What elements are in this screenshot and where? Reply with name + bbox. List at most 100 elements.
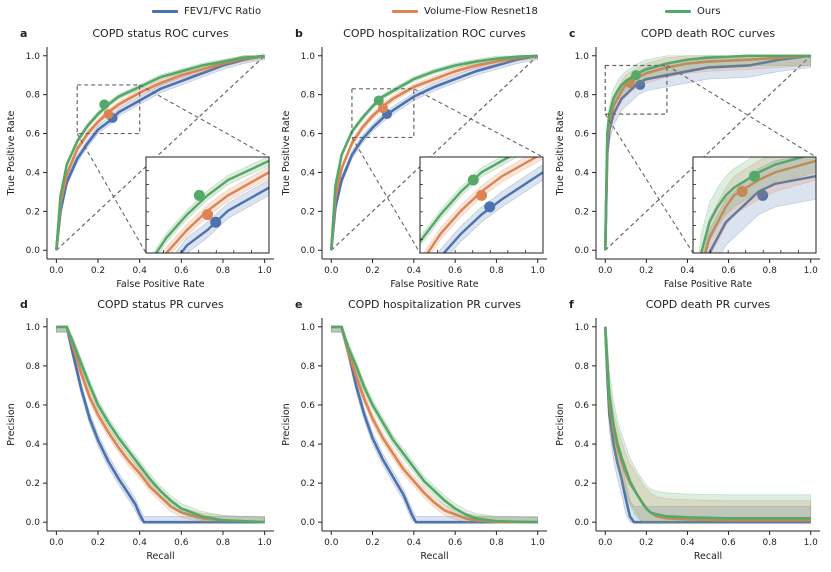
y-tick-label: 1.0 <box>26 52 41 62</box>
inset-point-volume-flow-resnet18 <box>736 186 748 198</box>
y-tick-label: 0.0 <box>575 246 590 256</box>
x-tick-label: 0.4 <box>680 538 695 548</box>
inset-frame <box>419 156 544 254</box>
y-tick-label: 0.4 <box>575 440 590 450</box>
panel-letter: b <box>295 27 303 40</box>
y-tick-label: 0.8 <box>301 91 316 101</box>
series-line-volume-flow-resnet18 <box>329 54 538 251</box>
operating-point-ours <box>631 70 642 81</box>
y-tick-label: 0.2 <box>575 479 589 489</box>
panel-a: a COPD status ROC curves 0.0 0.2 0.4 0.6 0.8 1.… <box>6 27 274 290</box>
inset-line-ours <box>154 159 269 253</box>
y-tick-label: 0.8 <box>575 362 590 372</box>
zoom-connector <box>139 84 270 158</box>
x-tick-label: 0.2 <box>365 266 379 276</box>
band-ours <box>330 326 539 523</box>
x-axis-label: False Positive Rate <box>390 279 478 290</box>
x-axis-label: False Positive Rate <box>664 279 752 290</box>
legend-swatch <box>152 10 178 13</box>
zoom-box <box>604 64 668 115</box>
y-axis-label: True Positive Rate <box>281 111 292 197</box>
y-axis-label: True Positive Rate <box>555 111 566 197</box>
y-axis-label: True Positive Rate <box>6 111 17 197</box>
legend-label: Volume-Flow Resnet18 <box>424 6 538 17</box>
y-tick-label: 0.0 <box>301 518 316 528</box>
legend-item-fev1: FEV1/FVC Ratio <box>152 6 261 17</box>
x-tick-label: 0.2 <box>91 266 105 276</box>
zoom-inset <box>692 156 817 254</box>
y-tick-label: 0.2 <box>301 207 315 217</box>
y-tick-label: 1.0 <box>301 52 316 62</box>
x-axis-label: False Positive Rate <box>116 279 204 290</box>
operating-point-volume-flow-resnet18 <box>103 109 114 120</box>
x-tick-label: 0.8 <box>762 538 777 548</box>
y-tick-label: 0.4 <box>301 440 316 450</box>
y-tick-label: 0.4 <box>575 168 590 178</box>
series-line-fev1-fvc-ratio <box>603 54 811 251</box>
y-tick-label: 0.6 <box>575 130 590 140</box>
inset-line-volume-flow-resnet18 <box>426 157 539 253</box>
x-tick-label: 0.0 <box>324 538 339 548</box>
chart-title: COPD death PR curves <box>646 298 771 311</box>
y-tick-label: 0.6 <box>301 401 316 411</box>
legend-label: Ours <box>697 6 721 17</box>
legend-item-resnet: Volume-Flow Resnet18 <box>392 6 538 17</box>
inset-point-volume-flow-resnet18 <box>476 189 487 201</box>
panel-f: f COPD death PR curves 0.0 0.2 0.4 0.6 0.8 1.0 0… <box>555 298 820 562</box>
inset-frame <box>145 156 270 254</box>
panel-letter: d <box>20 298 28 311</box>
x-axis-label: Recall <box>694 551 722 562</box>
zoom-connector <box>351 137 421 254</box>
chart-title: COPD status PR curves <box>97 298 224 311</box>
operating-point-ours <box>373 95 384 106</box>
inset-line-fev1-fvc-ratio <box>708 174 816 253</box>
series-line-volume-flow-resnet18 <box>331 325 538 524</box>
x-tick-label: 0.6 <box>448 538 463 548</box>
chance-line <box>55 55 266 251</box>
x-tick-label: 0.6 <box>721 266 736 276</box>
chart-title: COPD death ROC curves <box>641 27 776 40</box>
zoom-connector <box>604 113 694 254</box>
inset-line-fev1-fvc-ratio <box>179 186 269 253</box>
y-tick-label: 0.8 <box>301 362 316 372</box>
inset-point-fev1-fvc-ratio <box>757 189 769 201</box>
x-tick-label: 1.0 <box>531 266 546 276</box>
chart-title: COPD hospitalization ROC curves <box>343 27 526 40</box>
x-tick-label: 0.6 <box>174 538 189 548</box>
zoom-inset <box>145 156 270 254</box>
band-fev1-fvc-ratio <box>56 55 265 251</box>
inset-band-ours <box>698 157 816 253</box>
band-fev1-fvc-ratio <box>604 55 812 251</box>
x-tick-label: 0.0 <box>598 266 613 276</box>
y-tick-label: 0.6 <box>301 130 316 140</box>
x-tick-label: 0.8 <box>762 266 777 276</box>
band-volume-flow-resnet18 <box>604 326 812 523</box>
band-volume-flow-resnet18 <box>56 55 265 251</box>
x-axis-label: Recall <box>420 551 448 562</box>
series-line-ours <box>56 325 265 524</box>
y-tick-label: 0.6 <box>26 130 41 140</box>
legend-swatch <box>392 10 418 13</box>
series-line-ours <box>55 54 265 251</box>
x-tick-label: 0.8 <box>489 538 504 548</box>
y-tick-label: 0.4 <box>26 440 41 450</box>
zoom-box <box>351 88 415 139</box>
inset-band-ours <box>420 157 518 247</box>
x-tick-label: 0.0 <box>598 538 613 548</box>
y-tick-label: 0.4 <box>301 168 316 178</box>
series-line-fev1-fvc-ratio <box>329 54 538 251</box>
series-line-volume-flow-resnet18 <box>55 54 265 251</box>
inset-point-fev1-fvc-ratio <box>484 201 496 213</box>
y-tick-label: 1.0 <box>575 52 590 62</box>
panel-letter: f <box>569 298 574 311</box>
inset-point-volume-flow-resnet18 <box>202 209 213 221</box>
panel-letter: c <box>569 27 576 40</box>
x-tick-label: 0.2 <box>639 538 653 548</box>
y-tick-label: 1.0 <box>26 323 41 333</box>
x-axis-label: Recall <box>146 551 174 562</box>
y-tick-label: 0.4 <box>26 168 41 178</box>
zoom-box <box>76 84 141 135</box>
x-tick-label: 0.8 <box>489 266 504 276</box>
series-line-ours <box>603 326 811 520</box>
